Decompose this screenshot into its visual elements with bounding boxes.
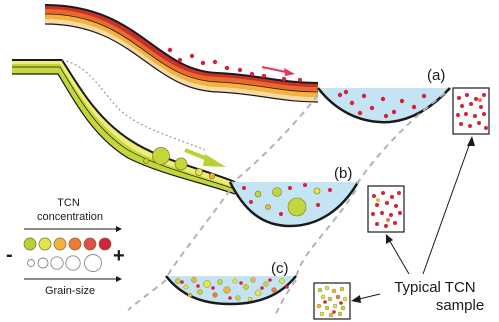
- legend-concentration-label: TCN concentration: [37, 197, 103, 223]
- legend-tcn-swatch: [38, 237, 52, 251]
- connector-dashed-lines: [127, 92, 446, 319]
- surface-grains-a: [167, 47, 303, 83]
- basin-b: [228, 181, 360, 228]
- sample-box-a: [452, 87, 490, 135]
- legend-plus: +: [113, 245, 125, 267]
- legend-minus: -: [6, 244, 13, 266]
- panel-label-b: (b): [334, 165, 352, 182]
- sample-label-line-2: sample: [436, 297, 484, 314]
- legend-tcn-scale: [23, 237, 112, 251]
- sample-box-c: [313, 282, 351, 320]
- legend-tcn-swatch: [23, 237, 37, 251]
- sample-box-b: [367, 185, 405, 233]
- legend-concentration-line-2: concentration: [37, 211, 103, 223]
- panel-label-a: (a): [427, 67, 445, 84]
- legend-tcn-swatch: [98, 237, 112, 251]
- legend-grain-size-scale: [27, 254, 102, 272]
- legend-concentration-line-1: TCN: [57, 197, 80, 209]
- legend-tcn-swatch: [83, 237, 97, 251]
- sample-label: Typical TCN sample: [394, 279, 484, 314]
- legend-grain-size-label: Grain-size: [45, 285, 95, 297]
- eroded-slope-dotted: [61, 59, 206, 151]
- panel-label-c: (c): [271, 260, 289, 277]
- legend-tcn-swatch: [53, 237, 67, 251]
- legend-tcn-swatch: [68, 237, 82, 251]
- transport-arrow-green: [184, 148, 226, 167]
- sample-label-line-1: Typical TCN: [394, 279, 475, 296]
- basin-a: [317, 87, 451, 124]
- basin-c: [165, 275, 297, 306]
- hillslope-strata-a: [44, 4, 319, 103]
- legend: TCN concentration - + Grain-size: [6, 197, 125, 297]
- surface-grains-b: [143, 147, 216, 180]
- transport-arrow-red: [261, 66, 295, 76]
- sample-pointer-arrows: [351, 136, 475, 303]
